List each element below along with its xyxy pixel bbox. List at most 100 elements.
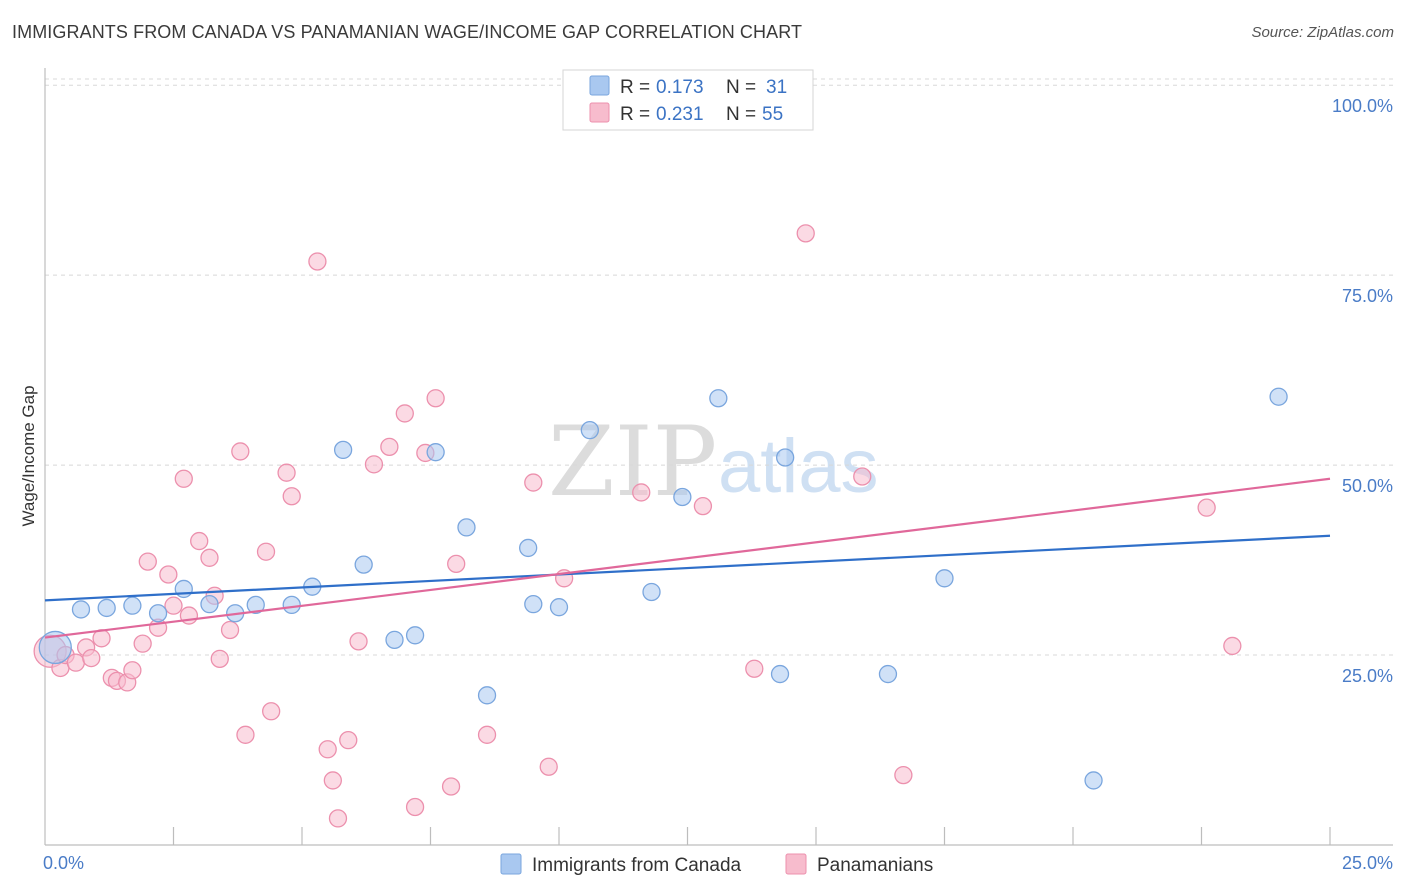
- point-canada: [709, 389, 728, 408]
- legend-box: R = 0.173 N = 31 R = 0.231 N = 55: [562, 69, 814, 131]
- point-panama: [200, 548, 219, 567]
- point-layer: [33, 224, 1288, 828]
- point-panama: [133, 634, 152, 653]
- watermark-zip: ZIP: [548, 406, 717, 518]
- point-canada: [580, 420, 599, 440]
- y-tick-label: 25.0%: [1342, 666, 1393, 686]
- legend-r-label-panama: R =: [620, 104, 650, 125]
- trend-layer: [44, 477, 1331, 639]
- point-canada: [123, 596, 142, 615]
- legend-swatch-canada: [589, 75, 610, 96]
- axis-layer: 25.0% 50.0% 75.0% 100.0%: [44, 68, 1393, 846]
- point-panama: [441, 777, 461, 796]
- y-axis-label: Wage/Income Gap: [19, 385, 38, 526]
- point-panama: [256, 542, 276, 561]
- point-canada: [549, 598, 569, 617]
- point-panama: [380, 437, 399, 457]
- x-tick-label-min: 0.0%: [43, 853, 84, 873]
- legend-r-value-canada: 0.173: [656, 77, 704, 98]
- point-panama: [349, 632, 368, 651]
- point-panama: [632, 483, 651, 502]
- point-canada: [333, 440, 353, 460]
- point-canada: [97, 598, 116, 618]
- point-canada: [477, 686, 497, 705]
- point-panama: [159, 565, 178, 584]
- point-panama: [745, 659, 764, 678]
- point-panama: [477, 725, 497, 744]
- point-panama: [220, 620, 240, 640]
- point-canada: [1269, 387, 1288, 406]
- bottom-legend-swatch-canada: [500, 853, 522, 875]
- legend-swatch-panama: [589, 102, 610, 123]
- point-panama: [894, 765, 913, 785]
- trend-line-canada: [44, 534, 1331, 602]
- point-canada: [71, 600, 91, 619]
- point-panama: [447, 554, 466, 574]
- legend-r-value-panama: 0.231: [656, 104, 704, 125]
- point-canada: [1084, 771, 1103, 790]
- x-tick-label-max: 25.0%: [1342, 853, 1393, 873]
- bottom-legend-swatch-panama: [785, 853, 807, 875]
- point-canada: [148, 604, 168, 623]
- point-canada: [519, 538, 538, 558]
- trend-line-panama: [44, 477, 1331, 639]
- point-canada: [38, 630, 72, 665]
- point-panama: [318, 740, 337, 759]
- point-panama: [123, 661, 142, 680]
- point-panama: [323, 771, 342, 790]
- point-panama: [66, 653, 85, 672]
- point-panama: [174, 469, 193, 488]
- point-panama: [853, 467, 872, 486]
- point-panama: [364, 455, 384, 474]
- point-panama: [210, 649, 229, 668]
- point-canada: [524, 594, 543, 614]
- point-panama: [231, 442, 250, 461]
- point-canada: [776, 448, 795, 467]
- point-canada: [935, 569, 954, 588]
- watermark-atlas: atlas: [718, 424, 879, 509]
- point-panama: [328, 809, 348, 828]
- bottom-legend-label-panama: Panamanians: [817, 855, 933, 876]
- point-panama: [693, 496, 713, 516]
- point-canada: [878, 664, 898, 684]
- point-canada: [642, 582, 661, 602]
- legend-n-label-canada: N =: [726, 77, 756, 98]
- point-canada: [385, 630, 404, 650]
- point-canada: [426, 443, 445, 462]
- point-canada: [200, 594, 219, 614]
- point-panama: [308, 252, 327, 271]
- legend-n-value-canada: 31: [766, 77, 787, 98]
- point-panama: [164, 596, 183, 615]
- point-panama: [82, 648, 101, 668]
- point-panama: [236, 725, 255, 744]
- point-panama: [138, 552, 157, 571]
- legend-n-value-panama: 55: [762, 104, 783, 125]
- source-label: Source: ZipAtlas.com: [1251, 24, 1394, 41]
- legend-n-label-panama: N =: [726, 104, 756, 125]
- point-canada: [673, 487, 692, 507]
- point-panama: [277, 463, 296, 482]
- legend-r-label-canada: R =: [620, 77, 650, 98]
- point-panama: [395, 404, 414, 423]
- point-canada: [354, 555, 373, 574]
- point-canada: [770, 664, 790, 684]
- y-tick-label: 75.0%: [1342, 286, 1393, 306]
- point-canada: [246, 595, 265, 615]
- point-canada: [174, 579, 193, 599]
- chart-title: IMMIGRANTS FROM CANADA VS PANAMANIAN WAG…: [12, 22, 803, 42]
- point-panama: [796, 224, 815, 243]
- y-tick-label: 100.0%: [1332, 96, 1393, 116]
- point-panama: [1223, 636, 1242, 656]
- bottom-legend-label-canada: Immigrants from Canada: [532, 855, 742, 876]
- point-panama: [405, 797, 425, 817]
- point-panama: [426, 389, 445, 408]
- point-panama: [262, 702, 281, 721]
- point-canada: [457, 518, 476, 537]
- point-panama: [539, 757, 558, 776]
- point-panama: [190, 531, 209, 551]
- point-panama: [339, 730, 358, 750]
- y-tick-label: 50.0%: [1342, 476, 1393, 496]
- grid-layer: [45, 78, 1393, 656]
- point-panama: [1197, 498, 1216, 517]
